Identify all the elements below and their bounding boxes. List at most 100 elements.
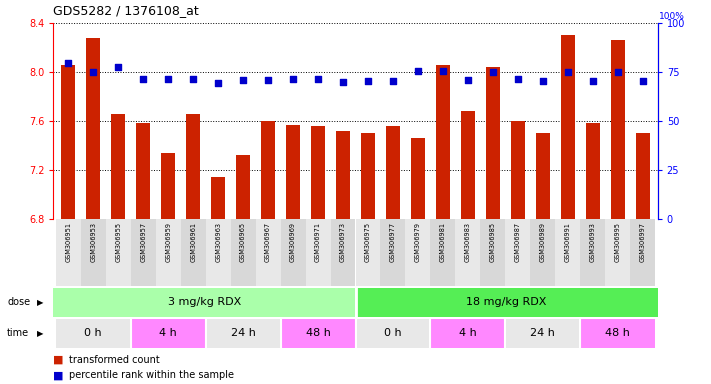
Point <box>562 69 574 75</box>
Text: ▶: ▶ <box>37 329 43 338</box>
Text: GSM306963: GSM306963 <box>215 222 221 262</box>
Bar <box>586 123 599 219</box>
Bar <box>336 131 350 219</box>
Text: 3 mg/kg RDX: 3 mg/kg RDX <box>168 297 241 308</box>
Bar <box>611 40 624 219</box>
Bar <box>411 138 424 219</box>
Text: dose: dose <box>7 297 31 308</box>
Text: GSM306955: GSM306955 <box>115 222 122 262</box>
Text: ▶: ▶ <box>37 298 43 307</box>
Bar <box>580 319 655 348</box>
Bar <box>605 219 630 286</box>
Text: GDS5282 / 1376108_at: GDS5282 / 1376108_at <box>53 4 199 17</box>
Bar <box>131 319 205 348</box>
Text: GSM306951: GSM306951 <box>65 222 71 262</box>
Bar <box>555 219 580 286</box>
Bar <box>205 319 281 348</box>
Text: GSM306979: GSM306979 <box>415 222 421 262</box>
Bar <box>430 319 506 348</box>
Text: 48 h: 48 h <box>306 328 331 338</box>
Text: GSM306995: GSM306995 <box>615 222 621 262</box>
Bar <box>356 288 658 317</box>
Bar <box>356 319 430 348</box>
Bar <box>131 219 156 286</box>
Bar <box>137 123 150 219</box>
Text: GSM306977: GSM306977 <box>390 222 396 262</box>
Bar <box>287 125 300 219</box>
Text: 18 mg/kg RDX: 18 mg/kg RDX <box>466 297 547 308</box>
Text: GSM306967: GSM306967 <box>265 222 271 262</box>
Text: GSM306985: GSM306985 <box>490 222 496 262</box>
Bar <box>236 155 250 219</box>
Text: GSM306973: GSM306973 <box>340 222 346 262</box>
Point <box>462 77 474 83</box>
Bar <box>112 114 125 219</box>
Text: time: time <box>7 328 29 338</box>
Text: GSM306961: GSM306961 <box>190 222 196 262</box>
Point <box>537 78 548 84</box>
Text: GSM306953: GSM306953 <box>90 222 96 262</box>
Bar <box>61 65 75 219</box>
Text: 24 h: 24 h <box>530 328 555 338</box>
Text: GSM306965: GSM306965 <box>240 222 246 262</box>
Bar <box>211 177 225 219</box>
Point <box>237 77 249 83</box>
Text: transformed count: transformed count <box>69 355 160 365</box>
Bar <box>256 219 281 286</box>
Bar <box>205 219 230 286</box>
Bar <box>230 219 256 286</box>
Bar <box>530 219 555 286</box>
Text: GSM306993: GSM306993 <box>589 222 596 262</box>
Bar <box>281 319 356 348</box>
Text: GSM306981: GSM306981 <box>440 222 446 262</box>
Bar <box>580 219 605 286</box>
Bar <box>386 126 400 219</box>
Bar <box>511 121 525 219</box>
Point <box>63 60 74 66</box>
Bar <box>506 319 580 348</box>
Point <box>412 68 424 74</box>
Text: GSM306997: GSM306997 <box>640 222 646 262</box>
Text: 0 h: 0 h <box>85 328 102 338</box>
Bar <box>181 219 205 286</box>
Text: ■: ■ <box>53 370 64 381</box>
Bar <box>331 219 356 286</box>
Point <box>312 76 324 82</box>
Bar <box>311 126 325 219</box>
Text: GSM306987: GSM306987 <box>515 222 521 262</box>
Text: GSM306959: GSM306959 <box>165 222 171 262</box>
Point <box>637 78 648 84</box>
Text: percentile rank within the sample: percentile rank within the sample <box>69 370 234 381</box>
Point <box>487 69 498 75</box>
Point <box>287 76 299 82</box>
Text: GSM306971: GSM306971 <box>315 222 321 262</box>
Bar <box>186 114 200 219</box>
Text: GSM306989: GSM306989 <box>540 222 546 262</box>
Text: GSM306991: GSM306991 <box>565 222 571 262</box>
Bar <box>380 219 405 286</box>
Bar <box>436 65 450 219</box>
Bar <box>261 121 275 219</box>
Bar <box>455 219 481 286</box>
Point <box>337 79 348 85</box>
Point <box>213 80 224 86</box>
Text: GSM306983: GSM306983 <box>465 222 471 262</box>
Bar <box>481 219 506 286</box>
Text: GSM306975: GSM306975 <box>365 222 371 262</box>
Point <box>387 78 399 84</box>
Bar <box>630 219 655 286</box>
Bar <box>281 219 306 286</box>
Text: ■: ■ <box>53 355 64 365</box>
Point <box>87 69 99 75</box>
Text: GSM306969: GSM306969 <box>290 222 296 262</box>
Bar <box>356 219 380 286</box>
Point <box>587 78 599 84</box>
Bar <box>306 219 331 286</box>
Bar <box>361 133 375 219</box>
Bar <box>56 319 131 348</box>
Text: 100%: 100% <box>659 12 685 21</box>
Bar <box>636 133 650 219</box>
Text: 24 h: 24 h <box>230 328 255 338</box>
Point <box>188 76 199 82</box>
Bar <box>405 219 430 286</box>
